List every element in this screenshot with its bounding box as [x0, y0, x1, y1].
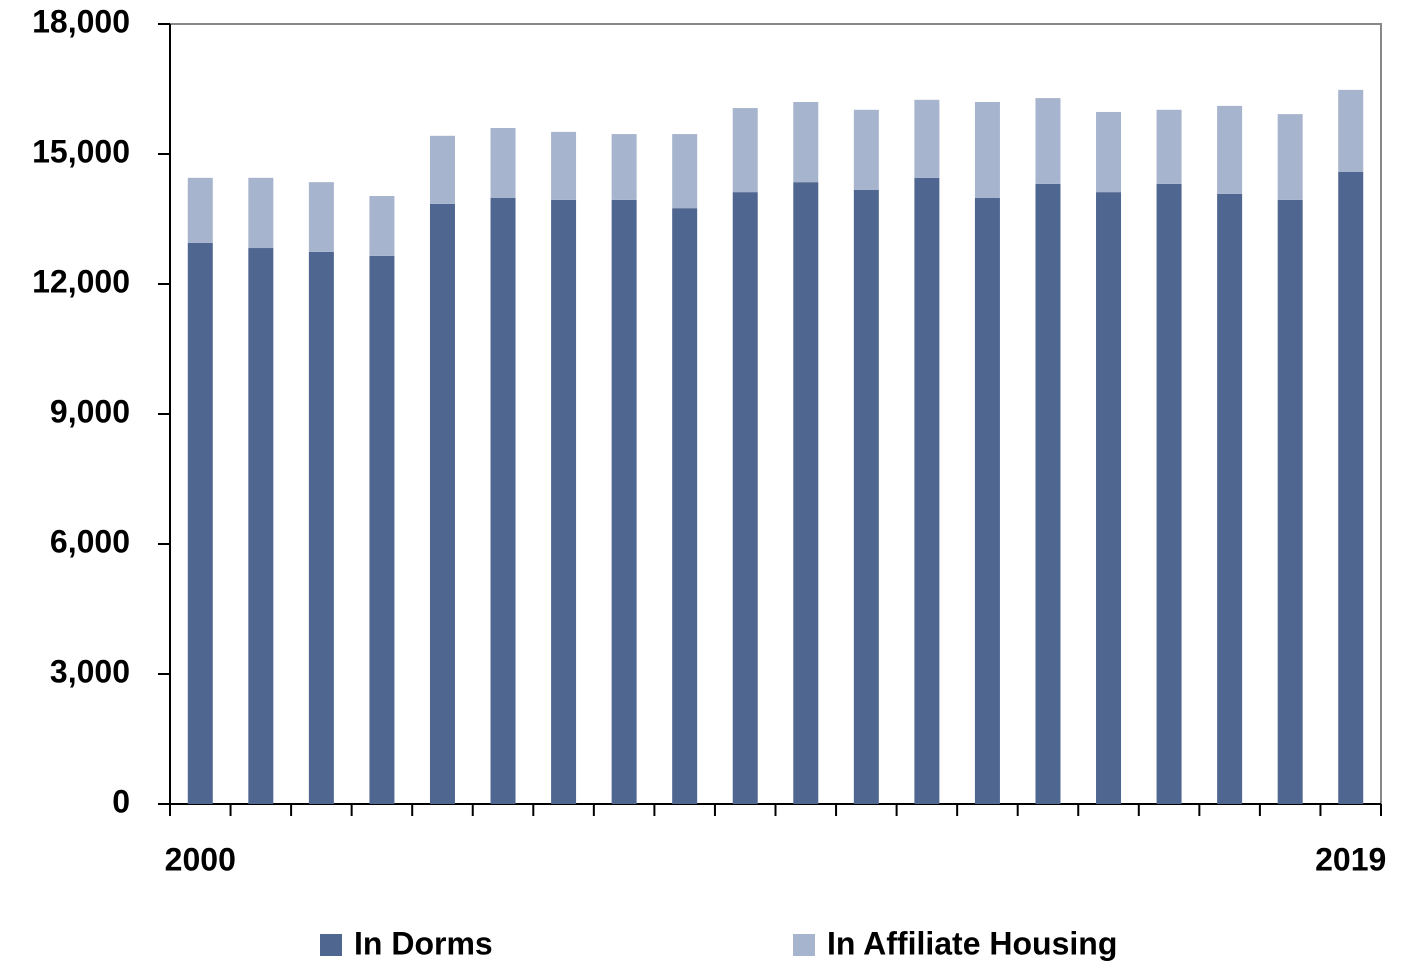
bar-segment [490, 128, 516, 198]
bar-segment [732, 192, 758, 805]
legend-label: In Affiliate Housing [827, 925, 1117, 961]
bar-segment [248, 177, 274, 249]
y-tick-label: 6,000 [50, 523, 130, 559]
bar-segment [187, 177, 213, 243]
bar-segment [308, 251, 334, 804]
bar-segment [974, 102, 1000, 198]
bar-segment [672, 134, 698, 209]
bar-segment [429, 203, 455, 805]
bar-segment [732, 108, 758, 193]
y-tick-label: 0 [112, 783, 130, 819]
plot-frame [169, 23, 1382, 805]
x-tick-label: 2000 [165, 841, 236, 877]
bar-segment [1035, 98, 1061, 184]
bar-segment [1156, 109, 1182, 184]
bar-segment [308, 182, 334, 252]
bar-segment [1096, 111, 1122, 193]
bar-segment [551, 199, 577, 804]
bar-segment [914, 177, 940, 805]
bar-segment [187, 242, 213, 805]
bar-segment [793, 102, 819, 183]
bar-segment [1277, 199, 1303, 804]
bar-segment [1277, 114, 1303, 200]
bar-segment [1156, 183, 1182, 804]
y-tick-label: 15,000 [32, 133, 130, 169]
y-tick-label: 9,000 [50, 393, 130, 429]
bar-segment [974, 197, 1000, 804]
y-tick-label: 12,000 [32, 263, 130, 299]
legend-label: In Dorms [354, 925, 493, 961]
bar-segment [1217, 193, 1243, 804]
bar-segment [793, 182, 819, 804]
y-tick-label: 3,000 [50, 653, 130, 689]
bar-segment [248, 248, 274, 805]
bar-segment [1338, 171, 1364, 804]
bar-segment [853, 109, 879, 190]
bar-segment [369, 196, 395, 256]
bar-segment [1217, 105, 1243, 194]
legend-swatch [320, 934, 342, 956]
bar-segment [1035, 183, 1061, 804]
legend-swatch [793, 934, 815, 956]
bar-segment [551, 131, 577, 200]
y-tick-label: 18,000 [32, 3, 130, 39]
bar-segment [611, 134, 637, 200]
bar-segment [853, 189, 879, 804]
bar-segment [611, 199, 637, 804]
bar-segment [672, 208, 698, 804]
bar-segment [369, 255, 395, 805]
bar-segment [1338, 89, 1364, 172]
x-tick-label: 2019 [1315, 841, 1386, 877]
bar-segment [490, 197, 516, 804]
bar-segment [914, 99, 940, 178]
bar-segment [1096, 192, 1122, 805]
bar-segment [429, 135, 455, 204]
